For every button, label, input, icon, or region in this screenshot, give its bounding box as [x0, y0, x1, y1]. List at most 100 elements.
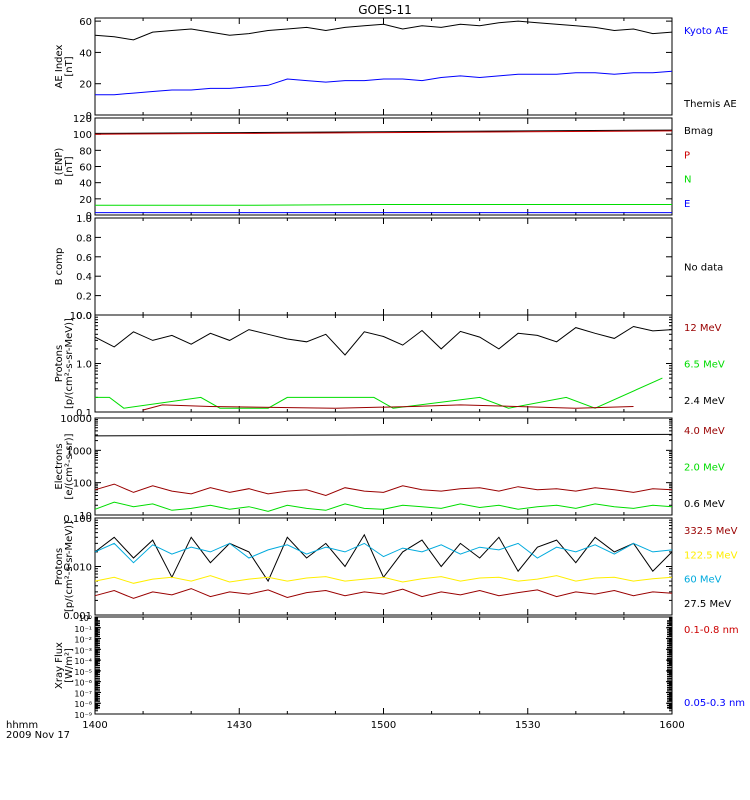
- y-tick-label: 40: [79, 179, 92, 190]
- series-line-2-0-mev: [94, 501, 673, 512]
- y-tick-label: 0.001: [63, 611, 92, 622]
- panel-b_comp: 0.0 0.2 0.4 0.6 0.8 1.0 B comp No data: [54, 214, 723, 322]
- y-axis-label: B comp: [54, 248, 65, 286]
- y-tick-label: 10⁻⁸: [74, 700, 92, 709]
- x-tick-label: 1400: [82, 720, 107, 731]
- time-axis-label-date: 2009 Nov 17: [6, 730, 70, 741]
- y-tick-label: 1.0: [76, 360, 92, 371]
- y-axis-label: [e/(cm²-s-sr)]: [64, 433, 75, 499]
- y-axis-label: B (ENP): [54, 148, 65, 186]
- legend-entry: 2.4 MeV: [684, 396, 725, 407]
- legend-entry: 0.6 MeV: [684, 499, 725, 510]
- series-line-60-mev: [94, 542, 673, 564]
- y-tick-label: 10000: [60, 414, 92, 425]
- legend-entry: N: [684, 175, 691, 186]
- panel-electrons: 10 100 1000 10000 Electrons [e/(cm²-s-sr)] 4.0…: [54, 414, 725, 522]
- y-tick-label: 0.6: [76, 253, 92, 264]
- x-tick-label: 1600: [659, 720, 684, 731]
- legend-entry: 4.0 MeV: [684, 426, 725, 437]
- y-tick-label: 10⁻⁶: [74, 679, 92, 688]
- panel-protons_high: 0.001 0.010 0.100 Protons [p/(cm²-s-sr-MeV)]…: [54, 514, 738, 622]
- y-tick-label: 0.1: [76, 408, 92, 419]
- y-tick-label: 0.010: [63, 563, 92, 574]
- series-line-0-6-mev: [94, 433, 673, 437]
- y-axis-label: [nT]: [64, 56, 75, 76]
- legend-entry: 332.5 MeV: [684, 526, 738, 537]
- y-tick-label: 10⁻¹: [74, 625, 92, 634]
- y-tick-label: 0: [86, 211, 92, 222]
- legend-entry: Kyoto AE: [684, 26, 728, 37]
- legend-entry: 122.5 MeV: [684, 550, 738, 561]
- series-line-kyoto-ae: [95, 70, 673, 96]
- y-tick-label: 20: [79, 80, 92, 91]
- series-line-6-5-mev: [95, 377, 663, 409]
- y-axis-label: Protons: [54, 548, 65, 585]
- chart-title: GOES-11: [358, 3, 412, 17]
- y-tick-label: 1000: [67, 446, 92, 457]
- y-tick-label: 20: [79, 195, 92, 206]
- series-line-27-5-mev: [94, 533, 673, 583]
- y-tick-label: 60: [79, 17, 92, 28]
- y-tick-label: 10⁻⁷: [74, 689, 92, 698]
- y-axis-label: [W/m²]: [64, 648, 75, 683]
- y-tick-label: 60: [79, 163, 92, 174]
- legend-entry: P: [684, 150, 690, 161]
- panel-b_enp: 0 20 40 60 80 100 120 B (ENP) [nT] Bmag P N E: [54, 114, 713, 222]
- y-axis-label: Xray Flux: [54, 642, 65, 689]
- y-axis-label: [p/(cm²-s-sr-MeV)]: [64, 318, 75, 409]
- y-tick-label: 40: [79, 48, 92, 59]
- panel-frame: [94, 616, 673, 715]
- panel-ae: 0 20 40 60 AE Index [nT] Kyoto AE Themis AE: [54, 17, 737, 122]
- y-tick-label: 10⁰: [79, 614, 92, 623]
- series-line-122-5-mev: [94, 575, 673, 584]
- legend-entry: 12 MeV: [684, 323, 722, 334]
- legend-entry: No data: [684, 263, 723, 274]
- series-line-bmag: [94, 129, 673, 134]
- y-tick-label: 0.100: [63, 514, 92, 525]
- legend-entry: 60 MeV: [684, 575, 722, 586]
- legend-entry: 2.0 MeV: [684, 463, 725, 474]
- y-tick-label: 10: [79, 511, 92, 522]
- y-axis-label: [nT]: [64, 156, 75, 176]
- y-tick-label: 100: [73, 130, 92, 141]
- panel-frame: [94, 417, 673, 516]
- series-line-332-5-mev: [94, 588, 673, 599]
- y-axis-label: [p/(cm²-s-sr-MeV)]: [64, 521, 75, 612]
- series-line-2-4-mev: [94, 325, 673, 356]
- legend-entry: 0.1-0.8 nm: [684, 625, 739, 636]
- legend-entry: 0.05-0.3 nm: [684, 698, 745, 709]
- panel-frame: [94, 217, 673, 316]
- panel-frame: [94, 517, 673, 616]
- x-tick-label: 1430: [227, 720, 252, 731]
- series-line-4-0-mev: [94, 483, 673, 497]
- y-tick-label: 80: [79, 146, 92, 157]
- y-tick-label: 10⁻⁴: [74, 657, 92, 666]
- y-tick-label: 10⁻²: [74, 636, 92, 645]
- time-axis-label-hhmm: hhmm: [6, 720, 38, 731]
- y-axis-label: Electrons: [54, 443, 65, 489]
- panel-frame: [94, 17, 673, 116]
- series-line-themis-ae: [94, 20, 673, 41]
- y-tick-label: 10.0: [70, 311, 92, 322]
- panel-protons_low: 0.1 1.0 10.0 Protons [p/(cm²-s-sr-MeV)] 12 Me…: [54, 311, 725, 419]
- y-tick-label: 0.8: [76, 233, 92, 244]
- legend-entry: Bmag: [684, 126, 713, 137]
- x-tick-label: 1530: [515, 720, 540, 731]
- series-line-12-mev: [142, 404, 634, 411]
- y-tick-label: 10⁻⁹: [74, 711, 92, 720]
- y-tick-label: 1.0: [76, 214, 92, 225]
- legend-entry: 27.5 MeV: [684, 599, 731, 610]
- panel-frame: [94, 314, 673, 413]
- y-tick-label: 0.0: [76, 311, 92, 322]
- y-tick-label: 120: [73, 114, 92, 125]
- legend-entry: E: [684, 199, 690, 210]
- series-line-n: [95, 204, 672, 206]
- legend-entry: Themis AE: [683, 99, 737, 110]
- legend-entry: 6.5 MeV: [684, 360, 725, 371]
- y-tick-label: 0: [86, 111, 92, 122]
- panel-xray: 10⁰ 10⁻¹ 10⁻²10⁻³ 10⁻⁴ 10⁻⁵ 10⁻⁶10⁻⁷ 10⁻⁸ 10⁻⁹ X…: [54, 614, 745, 720]
- y-tick-label: 0.2: [76, 292, 92, 303]
- y-axis-label: Protons: [54, 345, 65, 382]
